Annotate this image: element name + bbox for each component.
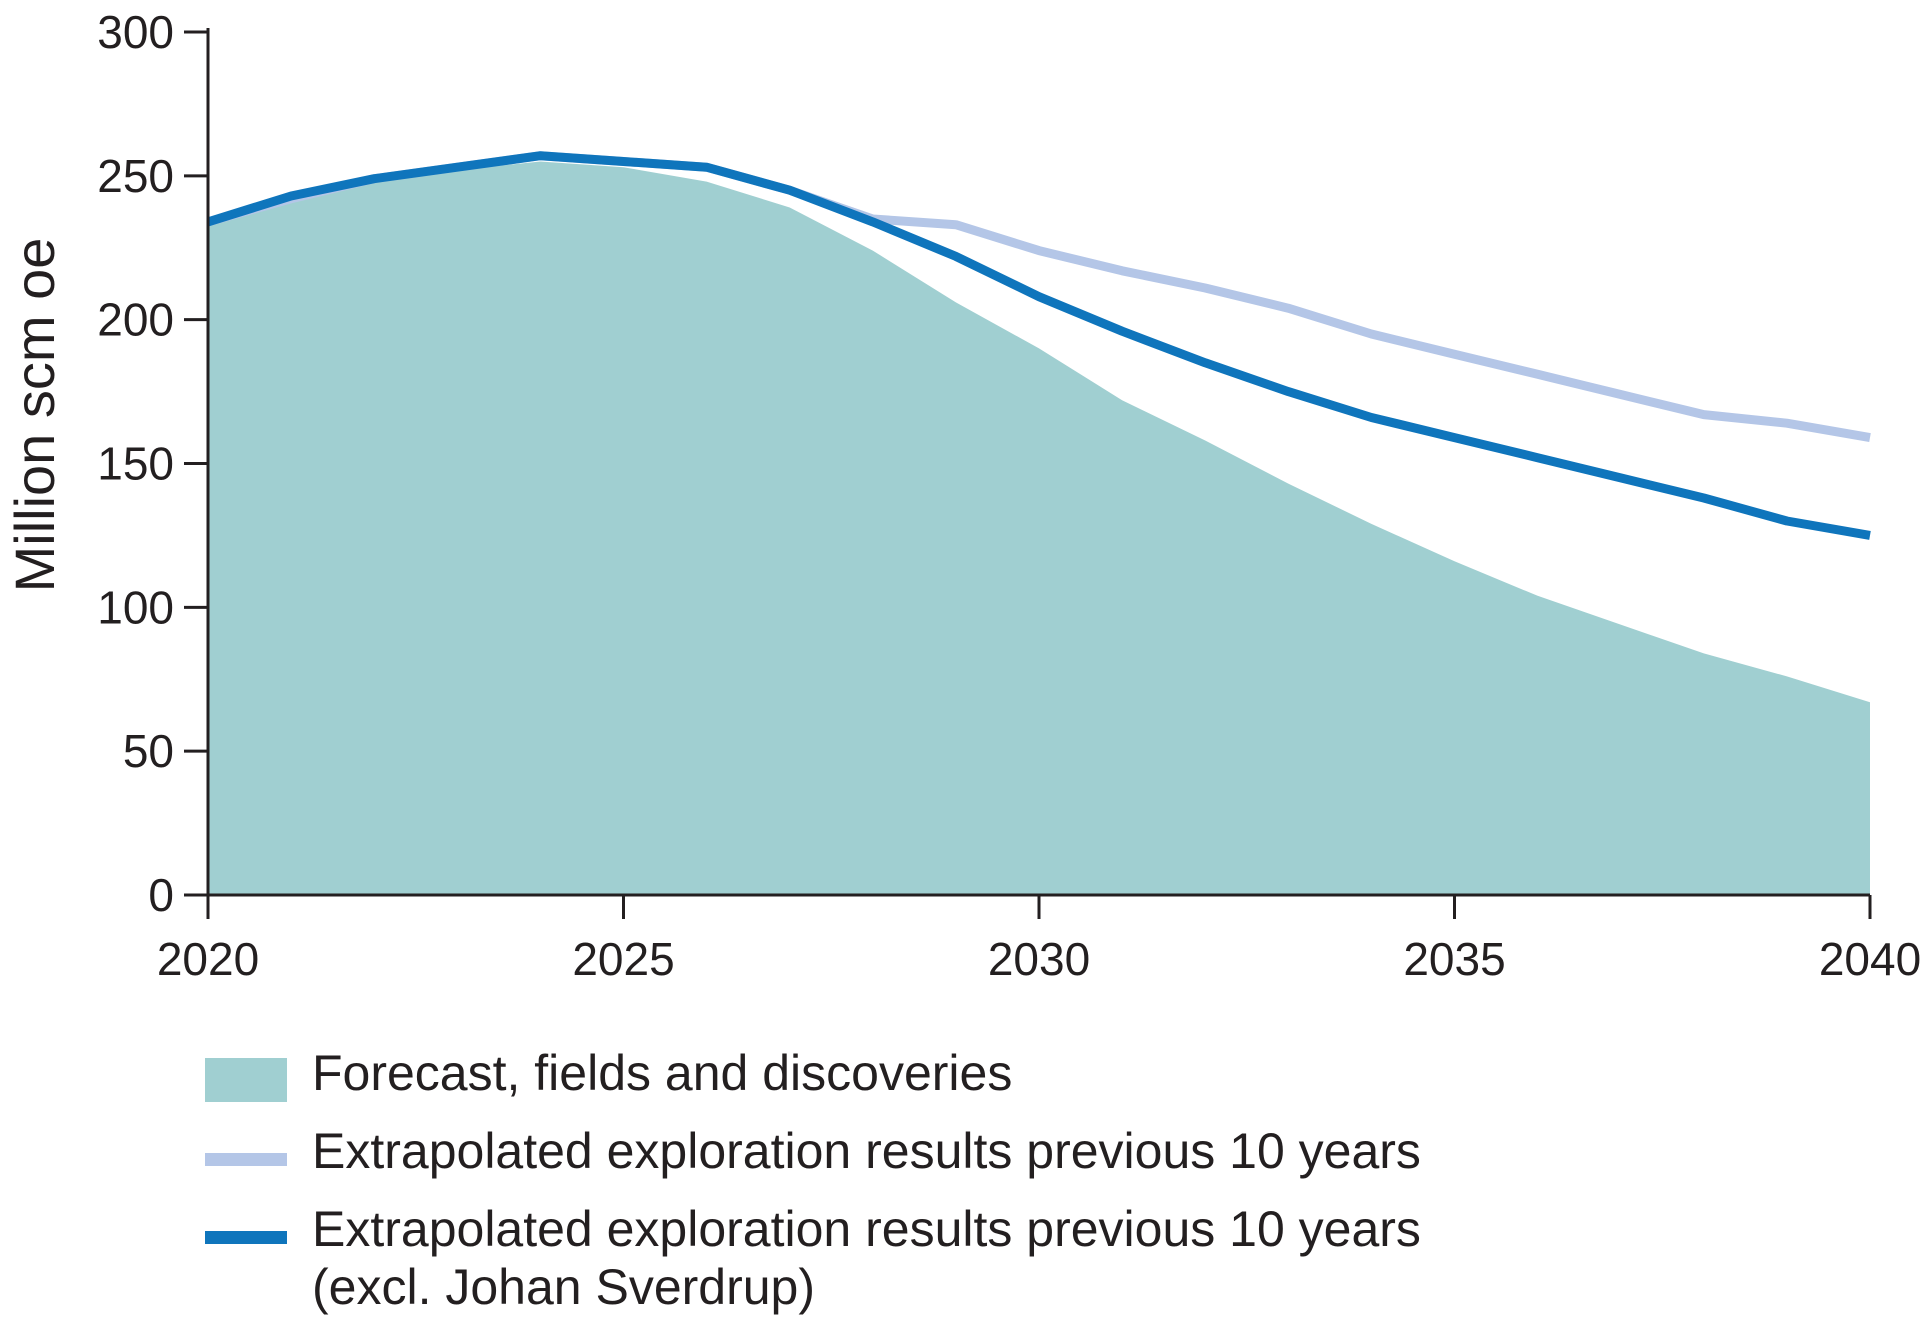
y-tick-label: 200: [97, 294, 174, 346]
legend-swatch-extrapolated: [205, 1153, 287, 1166]
y-tick-label: 100: [97, 581, 174, 633]
x-tick-label: 2025: [572, 933, 674, 985]
legend-label-line-2: (excl. Johan Sverdrup): [312, 1259, 816, 1315]
legend-label-line-1: Extrapolated exploration results previou…: [312, 1201, 1421, 1257]
x-tick-label: 2035: [1403, 933, 1505, 985]
plot-marks: [206, 151, 1871, 895]
y-tick-label: 150: [97, 438, 174, 490]
y-tick-label: 0: [148, 869, 174, 921]
axes: 0 50 100 150 200 250 300 2020 2025 2030 2035 2040: [97, 6, 1920, 985]
legend-label-forecast: Forecast, fields and discoveries: [312, 1045, 1013, 1101]
series-forecast-area: [208, 161, 1870, 895]
x-tick-label: 2020: [157, 933, 259, 985]
x-tick-label: 2030: [988, 933, 1090, 985]
x-tick-label: 2040: [1819, 933, 1920, 985]
legend-swatch-extrapolated-excl-sverdrup: [205, 1231, 287, 1244]
legend-label-extrapolated: Extrapolated exploration results previou…: [312, 1123, 1421, 1179]
legend-label-extrapolated-excl-sverdrup: Extrapolated exploration results previou…: [312, 1200, 1421, 1316]
chart: 0 50 100 150 200 250 300 2020 2025 2030 2035 2040 M…: [3, 6, 1920, 985]
y-tick-label: 300: [97, 6, 174, 58]
series-extrapolated-excl-sverdrup-line: [206, 151, 1871, 540]
y-axis-title: Million scm oe: [3, 238, 66, 593]
legend-swatch-forecast: [205, 1058, 287, 1102]
y-tick-label: 50: [123, 725, 174, 777]
y-tick-label: 250: [97, 150, 174, 202]
